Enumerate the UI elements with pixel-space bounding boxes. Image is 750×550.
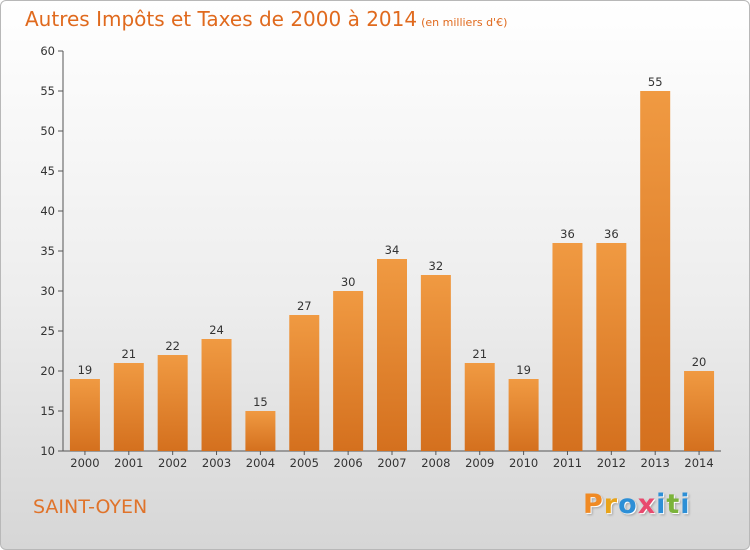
bar-2010: [508, 379, 539, 451]
bar-2009: [464, 363, 495, 451]
data-label-2004: 15: [253, 395, 268, 409]
data-label-2012: 36: [604, 227, 619, 241]
x-tick-label-2010: 2010: [509, 456, 538, 470]
bar-2008: [420, 275, 451, 451]
x-tick-label-2013: 2013: [641, 456, 670, 470]
y-tick-label: 45: [40, 164, 55, 178]
bar-2013: [640, 91, 671, 451]
proxiti-logo: Proxiti: [583, 489, 691, 520]
x-tick-label-2014: 2014: [684, 456, 713, 470]
data-label-2003: 24: [209, 323, 224, 337]
y-tick-label: 15: [40, 404, 55, 418]
bar-2000: [69, 379, 100, 451]
chart-title-text: Autres Impôts et Taxes de 2000 à 2014: [25, 7, 418, 31]
x-tick-label-2012: 2012: [597, 456, 626, 470]
y-tick-label: 50: [40, 124, 55, 138]
x-tick-label-2011: 2011: [553, 456, 582, 470]
y-tick-label: 60: [40, 44, 55, 58]
bar-2002: [157, 355, 188, 451]
data-label-2014: 20: [692, 355, 707, 369]
data-label-2002: 22: [165, 339, 180, 353]
data-label-2001: 21: [121, 347, 136, 361]
commune-name: SAINT-OYEN: [33, 496, 148, 518]
data-label-2000: 19: [78, 363, 93, 377]
x-tick-label-2002: 2002: [158, 456, 187, 470]
y-tick-label: 25: [40, 324, 55, 338]
x-tick-label-2008: 2008: [421, 456, 450, 470]
data-label-2010: 19: [516, 363, 531, 377]
y-tick-label: 10: [40, 444, 55, 458]
bar-2007: [377, 259, 407, 451]
x-tick-label-2009: 2009: [465, 456, 494, 470]
x-tick-label-2000: 2000: [70, 456, 99, 470]
y-tick-label: 30: [40, 284, 55, 298]
data-label-2009: 21: [472, 347, 487, 361]
bar-2011: [552, 243, 583, 451]
bar-2014: [684, 371, 715, 451]
bar-2006: [333, 291, 364, 451]
bar-2003: [201, 339, 232, 451]
y-tick-label: 35: [40, 244, 55, 258]
x-tick-label-2006: 2006: [333, 456, 362, 470]
y-tick-label: 55: [40, 84, 55, 98]
data-label-2013: 55: [648, 75, 663, 89]
x-tick-label-2001: 2001: [114, 456, 143, 470]
chart-title: Autres Impôts et Taxes de 2000 à 2014 (en…: [25, 7, 507, 31]
x-tick-label-2007: 2007: [377, 456, 406, 470]
y-tick-label: 40: [40, 204, 55, 218]
data-label-2008: 32: [429, 259, 444, 273]
bar-2001: [113, 363, 144, 451]
x-tick-label-2004: 2004: [246, 456, 275, 470]
data-label-2006: 30: [341, 275, 356, 289]
chart-title-unit: (en milliers d'€): [421, 16, 508, 29]
data-label-2011: 36: [560, 227, 575, 241]
x-tick-label-2003: 2003: [202, 456, 231, 470]
data-label-2007: 34: [385, 243, 400, 257]
bar-2012: [596, 243, 627, 451]
bar-2004: [245, 411, 276, 451]
data-label-2005: 27: [297, 299, 312, 313]
x-tick-label-2005: 2005: [290, 456, 319, 470]
bar-2005: [289, 315, 320, 451]
y-tick-label: 20: [40, 364, 55, 378]
